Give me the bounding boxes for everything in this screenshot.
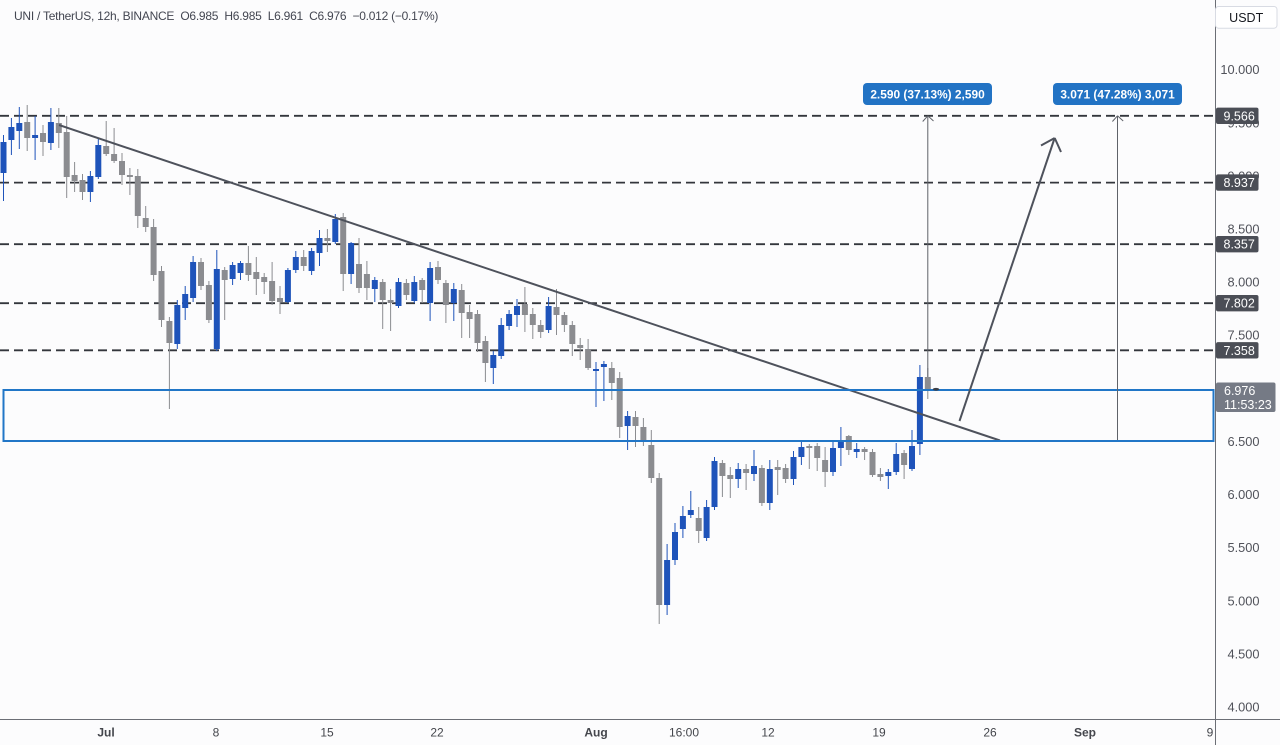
svg-text:6.500: 6.500: [1227, 434, 1259, 449]
svg-text:2.590 (37.13%) 2,590: 2.590 (37.13%) 2,590: [870, 88, 985, 102]
svg-text:26: 26: [983, 726, 997, 740]
svg-text:4.500: 4.500: [1227, 646, 1259, 661]
svg-text:3.071 (47.28%) 3,071: 3.071 (47.28%) 3,071: [1060, 88, 1175, 102]
svg-text:11:53:23: 11:53:23: [1224, 398, 1272, 412]
svg-text:Aug: Aug: [584, 726, 607, 740]
svg-text:7.802: 7.802: [1224, 297, 1255, 311]
svg-text:6.000: 6.000: [1227, 487, 1259, 502]
svg-text:7.500: 7.500: [1227, 328, 1259, 343]
svg-text:12: 12: [761, 726, 775, 740]
svg-text:9.566: 9.566: [1224, 109, 1255, 123]
svg-text:8.937: 8.937: [1224, 176, 1255, 190]
svg-text:15: 15: [320, 726, 334, 740]
svg-text:22: 22: [430, 726, 444, 740]
svg-text:Sep: Sep: [1074, 726, 1096, 740]
svg-text:10.000: 10.000: [1220, 62, 1259, 77]
svg-text:5.000: 5.000: [1227, 593, 1259, 608]
svg-text:4.000: 4.000: [1227, 700, 1259, 715]
svg-text:5.500: 5.500: [1227, 540, 1259, 555]
svg-text:6.976: 6.976: [1224, 384, 1255, 398]
svg-text:9: 9: [1207, 726, 1214, 740]
svg-text:8.500: 8.500: [1227, 222, 1259, 237]
svg-text:7.358: 7.358: [1224, 344, 1255, 358]
svg-text:Jul: Jul: [97, 726, 114, 740]
svg-text:8.357: 8.357: [1224, 238, 1255, 252]
svg-text:USDT: USDT: [1229, 11, 1263, 25]
svg-text:16:00: 16:00: [669, 726, 699, 740]
svg-text:8.000: 8.000: [1227, 275, 1259, 290]
svg-text:8: 8: [213, 726, 220, 740]
svg-text:19: 19: [872, 726, 886, 740]
svg-text:UNI / TetherUS, 12h, BINANCE: UNI / TetherUS, 12h, BINANCE O6.985 H6.9…: [14, 9, 438, 23]
